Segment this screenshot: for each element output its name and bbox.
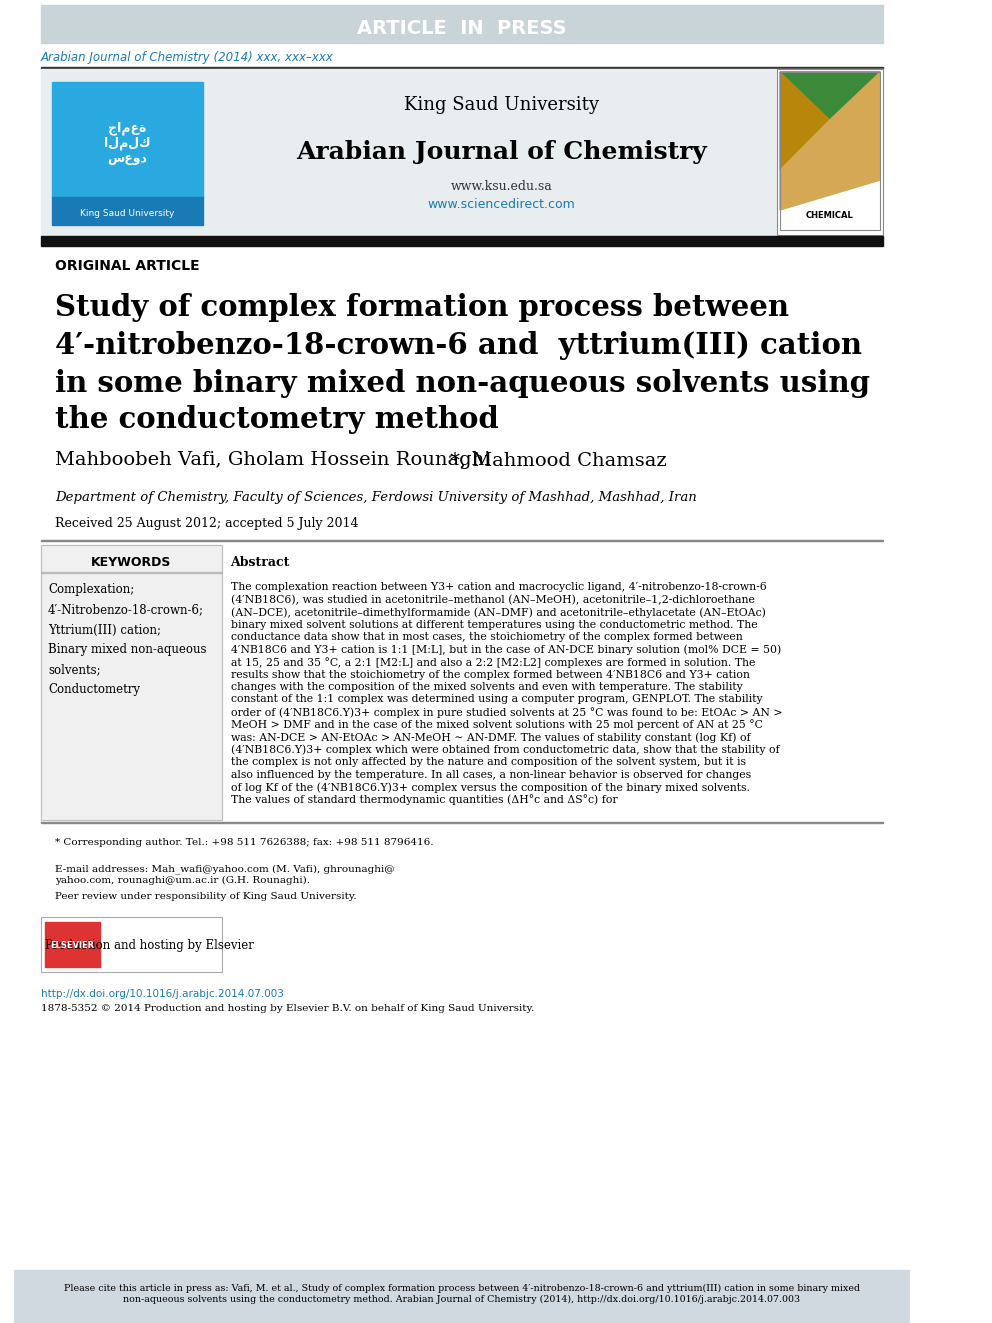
Text: results show that the stoichiometry of the complex formed between 4′NB18C6 and Y: results show that the stoichiometry of t… <box>230 669 749 680</box>
Bar <box>780 71 880 230</box>
Bar <box>52 197 203 225</box>
Bar <box>778 69 883 235</box>
Text: 1878-5352 © 2014 Production and hosting by Elsevier B.V. on behalf of King Saud : 1878-5352 © 2014 Production and hosting … <box>41 1004 534 1013</box>
Bar <box>41 235 883 246</box>
Text: The values of standard thermodynamic quantities (ΔH°c and ΔS°c) for: The values of standard thermodynamic qua… <box>230 795 617 806</box>
Polygon shape <box>780 71 880 210</box>
Text: Department of Chemistry, Faculty of Sciences, Ferdowsi University of Mashhad, Ma: Department of Chemistry, Faculty of Scie… <box>56 491 697 504</box>
Text: 4′-nitrobenzo-18-crown-6 and  yttrium(III) cation: 4′-nitrobenzo-18-crown-6 and yttrium(III… <box>56 331 862 360</box>
Text: at 15, 25 and 35 °C, a 2:1 [M2:L] and also a 2:2 [M2:L2] complexes are formed in: at 15, 25 and 35 °C, a 2:1 [M2:L] and al… <box>230 658 755 668</box>
Bar <box>14 1270 910 1323</box>
Text: Peer review under responsibility of King Saud University.: Peer review under responsibility of King… <box>56 892 357 901</box>
Text: www.ksu.edu.sa: www.ksu.edu.sa <box>450 180 553 193</box>
Text: Received 25 August 2012; accepted 5 July 2014: Received 25 August 2012; accepted 5 July… <box>56 517 359 531</box>
Text: Binary mixed non-aqueous: Binary mixed non-aqueous <box>48 643 206 656</box>
Text: E-mail addresses: Mah_wafi@yahoo.com (M. Vafi), ghrounaghi@: E-mail addresses: Mah_wafi@yahoo.com (M.… <box>56 864 395 873</box>
Text: the complex is not only affected by the nature and composition of the solvent sy: the complex is not only affected by the … <box>230 757 746 767</box>
Text: http://dx.doi.org/10.1016/j.arabjc.2014.07.003: http://dx.doi.org/10.1016/j.arabjc.2014.… <box>41 990 284 999</box>
Text: Arabian Journal of Chemistry (2014) xxx, xxx–xxx: Arabian Journal of Chemistry (2014) xxx,… <box>41 50 333 64</box>
Text: 4′NB18C6 and Y3+ cation is 1:1 [M:L], but in the case of AN-DCE binary solution : 4′NB18C6 and Y3+ cation is 1:1 [M:L], bu… <box>230 644 781 655</box>
Bar <box>780 71 880 230</box>
Text: (4′NB18C6), was studied in acetonitrile–methanol (AN–MeOH), acetonitrile–1,2-dic: (4′NB18C6), was studied in acetonitrile–… <box>230 594 755 605</box>
Text: The complexation reaction between Y3+ cation and macrocyclic ligand, 4′-nitroben: The complexation reaction between Y3+ ca… <box>230 582 766 591</box>
Bar <box>221 69 778 235</box>
Text: Production and hosting by Elsevier: Production and hosting by Elsevier <box>45 938 254 951</box>
Text: conductance data show that in most cases, the stoichiometry of the complex forme: conductance data show that in most cases… <box>230 632 742 642</box>
Bar <box>41 545 221 820</box>
Bar <box>41 545 221 820</box>
Text: Please cite this article in press as: Vafi, M. et al., Study of complex formatio: Please cite this article in press as: Va… <box>63 1285 860 1303</box>
Text: yahoo.com, rounaghi@um.ac.ir (G.H. Rounaghi).: yahoo.com, rounaghi@um.ac.ir (G.H. Rouna… <box>56 876 310 885</box>
Text: binary mixed solvent solutions at different temperatures using the conductometri: binary mixed solvent solutions at differ… <box>230 619 757 630</box>
Text: ELSEVIER: ELSEVIER <box>51 941 94 950</box>
Bar <box>52 82 203 197</box>
Bar <box>41 67 883 69</box>
Text: * Corresponding author. Tel.: +98 511 7626388; fax: +98 511 8796416.: * Corresponding author. Tel.: +98 511 76… <box>56 837 434 847</box>
Text: King Saud University: King Saud University <box>404 97 599 114</box>
Text: Mahboobeh Vafi, Gholam Hossein Rounaghi: Mahboobeh Vafi, Gholam Hossein Rounaghi <box>56 451 491 468</box>
Text: of log Kf of the (4′NB18C6.Y)3+ complex versus the composition of the binary mix: of log Kf of the (4′NB18C6.Y)3+ complex … <box>230 782 749 792</box>
Text: was: AN-DCE > AN-EtOAc > AN-MeOH ∼ AN-DMF. The values of stability constant (log: was: AN-DCE > AN-EtOAc > AN-MeOH ∼ AN-DM… <box>230 732 750 742</box>
Polygon shape <box>780 71 829 169</box>
Bar <box>41 917 221 972</box>
Text: MeOH > DMF and in the case of the mixed solvent solutions with 25 mol percent of: MeOH > DMF and in the case of the mixed … <box>230 720 763 730</box>
Bar <box>41 917 221 972</box>
Bar <box>46 922 99 967</box>
Text: *, Mahmood Chamsaz: *, Mahmood Chamsaz <box>443 451 667 468</box>
Bar <box>778 69 883 235</box>
Text: order of (4′NB18C6.Y)3+ complex in pure studied solvents at 25 °C was found to b: order of (4′NB18C6.Y)3+ complex in pure … <box>230 706 782 718</box>
Text: Study of complex formation process between: Study of complex formation process betwe… <box>56 292 790 321</box>
Text: 4′-Nitrobenzo-18-crown-6;: 4′-Nitrobenzo-18-crown-6; <box>48 603 204 617</box>
Text: changes with the composition of the mixed solvents and even with temperature. Th: changes with the composition of the mixe… <box>230 681 742 692</box>
Text: solvents;: solvents; <box>48 664 100 676</box>
Text: ARTICLE  IN  PRESS: ARTICLE IN PRESS <box>357 19 566 37</box>
Text: ORIGINAL ARTICLE: ORIGINAL ARTICLE <box>56 259 199 273</box>
Text: جامعة
الملك
سعود: جامعة الملك سعود <box>104 120 151 165</box>
Text: Arabian Journal of Chemistry: Arabian Journal of Chemistry <box>297 140 707 164</box>
Text: the conductometry method: the conductometry method <box>56 406 499 434</box>
Text: (AN–DCE), acetonitrile–dimethylformamide (AN–DMF) and acetonitrile–ethylacetate : (AN–DCE), acetonitrile–dimethylformamide… <box>230 607 766 618</box>
Text: CHEMICAL: CHEMICAL <box>806 210 853 220</box>
Bar <box>41 69 221 235</box>
Text: Complexation;: Complexation; <box>48 583 134 597</box>
Text: in some binary mixed non-aqueous solvents using: in some binary mixed non-aqueous solvent… <box>56 369 870 397</box>
Text: (4′NB18C6.Y)3+ complex which were obtained from conductometric data, show that t: (4′NB18C6.Y)3+ complex which were obtain… <box>230 745 779 755</box>
Text: King Saud University: King Saud University <box>80 209 175 217</box>
Text: also influenced by the temperature. In all cases, a non-linear behavior is obser: also influenced by the temperature. In a… <box>230 770 751 779</box>
Text: Yttrium(III) cation;: Yttrium(III) cation; <box>48 623 161 636</box>
Text: Abstract: Abstract <box>230 557 290 569</box>
Bar <box>41 5 883 44</box>
Text: Conductometry: Conductometry <box>48 684 140 696</box>
Text: constant of the 1:1 complex was determined using a computer program, GENPLOT. Th: constant of the 1:1 complex was determin… <box>230 695 762 705</box>
Polygon shape <box>780 71 880 120</box>
Text: KEYWORDS: KEYWORDS <box>91 557 172 569</box>
Text: www.sciencedirect.com: www.sciencedirect.com <box>428 197 575 210</box>
